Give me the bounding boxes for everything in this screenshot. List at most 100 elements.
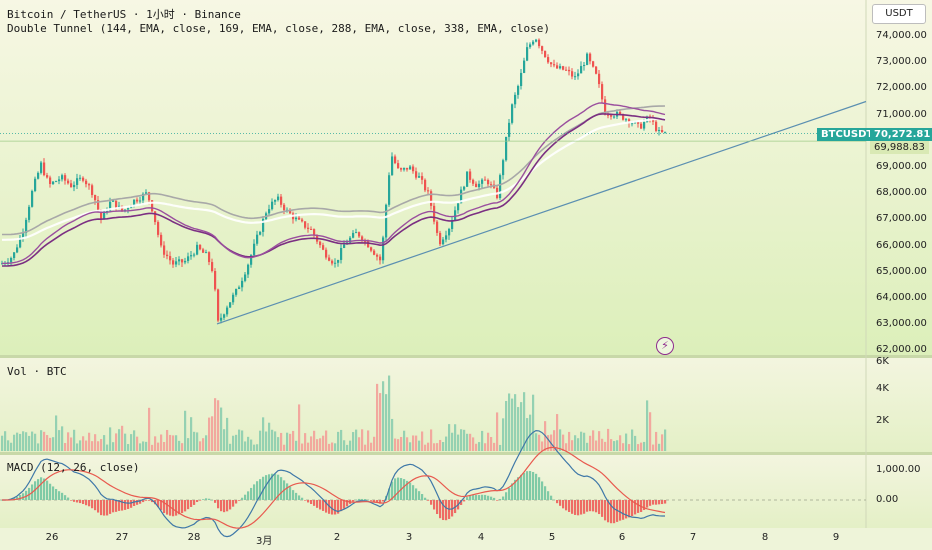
macd-histogram-bar (130, 500, 133, 508)
volume-bar (445, 436, 448, 451)
candle-body (343, 244, 346, 248)
candle-body (442, 239, 445, 245)
macd-histogram-bar (388, 488, 391, 500)
candle-body (67, 180, 70, 184)
macd-histogram-bar (304, 500, 307, 501)
volume-bar (577, 438, 580, 451)
volume-bar (115, 433, 118, 451)
candle-body (364, 240, 367, 242)
candle-body (580, 66, 583, 74)
price-tick: 62,000.00 (876, 344, 927, 356)
candle-body (145, 192, 148, 194)
macd-histogram-bar (511, 483, 514, 500)
volume-bar (301, 443, 304, 451)
macd-histogram-bar (439, 500, 442, 519)
macd-histogram-bar (346, 500, 349, 507)
volume-bar (565, 443, 568, 451)
macd-histogram-bar (319, 500, 322, 510)
macd-histogram-bar (148, 500, 151, 501)
macd-histogram-bar (478, 495, 481, 500)
volume-bar (97, 441, 100, 451)
volume-bar (31, 431, 34, 451)
candle-body (544, 50, 547, 58)
candle-body (550, 62, 553, 65)
macd-histogram-bar (232, 500, 235, 507)
macd-histogram-bar (172, 500, 175, 517)
volume-bar (661, 434, 664, 451)
macd-histogram-bar (484, 494, 487, 500)
volume-bar (28, 435, 31, 451)
candle-body (223, 314, 226, 318)
macd-histogram-bar (307, 500, 310, 503)
macd-histogram-bar (49, 483, 52, 500)
macd-histogram-bar (625, 500, 628, 519)
macd-histogram-bar (322, 500, 325, 511)
macd-histogram-bar (535, 473, 538, 500)
volume-bar (40, 430, 43, 451)
candle-body (19, 237, 22, 248)
signal-line (2, 446, 666, 529)
candle-body (169, 256, 172, 261)
currency-selector[interactable]: USDT (872, 4, 926, 24)
macd-histogram-bar (451, 500, 454, 517)
macd-histogram-bar (280, 477, 283, 500)
price-tick: 73,000.00 (876, 56, 927, 68)
macd-histogram-bar (589, 500, 592, 512)
candle-body (370, 247, 373, 251)
volume-bar (406, 437, 409, 451)
candle-body (604, 99, 607, 115)
price-panel (0, 38, 867, 325)
volume-bar (91, 441, 94, 451)
macd-histogram-bar (256, 481, 259, 500)
volume-bar (214, 398, 217, 451)
candle-body (28, 206, 31, 220)
volume-bar (409, 442, 412, 451)
macd-histogram-bar (127, 500, 130, 509)
candle-body (322, 245, 325, 250)
volume-bar (160, 434, 163, 451)
candle-body (112, 200, 115, 202)
volume-bar (373, 436, 376, 451)
macd-histogram-bar (220, 500, 223, 512)
macd-histogram-bar (565, 500, 568, 511)
volume-bar (427, 442, 430, 451)
volume-bar (484, 443, 487, 451)
volume-bar (526, 418, 529, 451)
macd-histogram-bar (151, 500, 154, 503)
volume-bar (352, 432, 355, 451)
candle-body (181, 259, 184, 263)
price-tick: 66,000.00 (876, 239, 927, 251)
macd-histogram-bar (292, 490, 295, 500)
candle-body (259, 231, 262, 235)
volume-bar (574, 435, 577, 451)
candle-body (394, 156, 397, 164)
candle-body (385, 204, 388, 238)
volume-bar (616, 440, 619, 451)
volume-bar (592, 430, 595, 451)
lightning-icon[interactable]: ⚡ (656, 337, 674, 355)
macd-histogram-bar (646, 500, 649, 508)
macd-histogram-bar (253, 484, 256, 500)
volume-bar (289, 433, 292, 451)
volume-bar (19, 433, 22, 451)
candle-body (499, 175, 502, 199)
macd-histogram-bar (523, 472, 526, 500)
ema-169-line (2, 113, 666, 267)
candle-body (388, 175, 391, 205)
trendline (216, 100, 867, 325)
candle-body (622, 114, 625, 120)
macd-histogram-bar (364, 499, 367, 500)
macd-histogram-bar (229, 500, 232, 510)
candle-body (478, 183, 481, 188)
candle-body (13, 252, 16, 258)
macd-histogram-bar (460, 500, 463, 505)
candle-body (199, 244, 202, 250)
macd-histogram-bar (526, 471, 529, 500)
volume-bar (76, 443, 79, 451)
macd-histogram-bar (85, 500, 88, 506)
macd-histogram-bar (466, 497, 469, 500)
macd-histogram-bar (628, 500, 631, 518)
macd-histogram-bar (208, 498, 211, 500)
volume-bar (190, 417, 193, 451)
